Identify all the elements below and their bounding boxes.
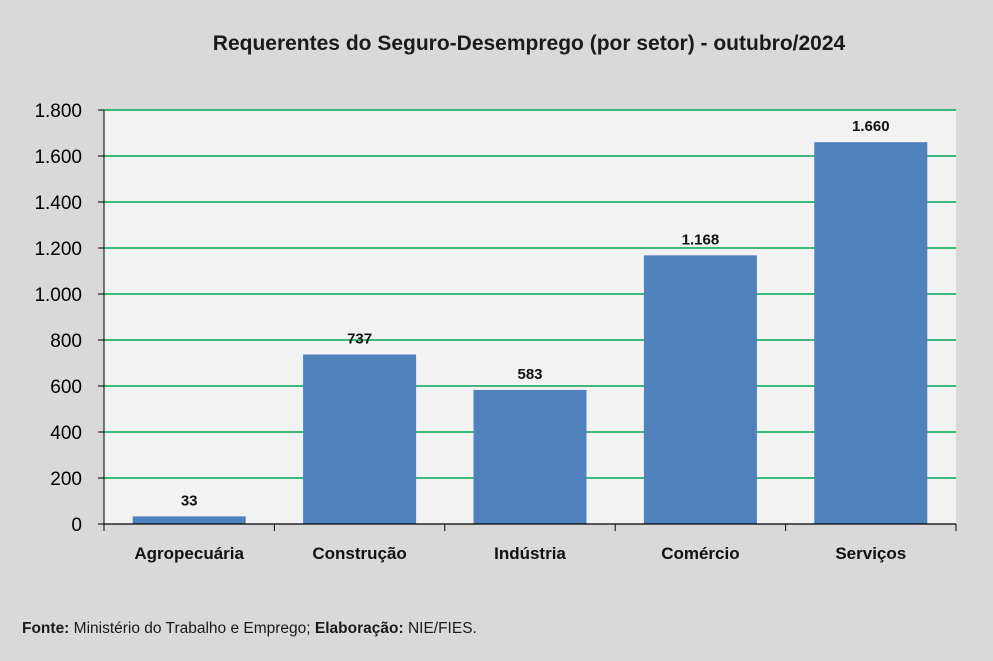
y-tick-label: 0 — [71, 515, 82, 536]
x-tick-label: Construção — [312, 544, 406, 563]
x-tick-label: Serviços — [835, 544, 906, 563]
y-tick-label: 600 — [50, 377, 82, 398]
source-note: Fonte: Ministério do Trabalho e Emprego;… — [22, 620, 477, 638]
bar — [814, 142, 928, 524]
bar — [643, 255, 757, 525]
x-tick-label: Comércio — [661, 544, 739, 563]
y-tick-label: 800 — [50, 331, 82, 352]
axes — [98, 109, 957, 531]
data-label: 33 — [181, 492, 198, 509]
elaboration-text: NIE/FIES. — [403, 620, 477, 637]
x-axis-ticks: Agropecuária Construção Indústria Comércio S… — [134, 544, 906, 563]
data-label: 1.168 — [682, 231, 720, 248]
data-label: 1.660 — [852, 118, 890, 135]
bar — [473, 389, 587, 524]
data-labels: 33 737 583 1.168 1.660 — [181, 118, 890, 509]
x-tick-label: Indústria — [494, 544, 566, 563]
x-tick-label: Agropecuária — [134, 544, 244, 563]
y-axis-ticks: 0 200 400 600 800 1.000 1.200 1.400 1.600 1.800 — [34, 101, 82, 536]
data-label: 737 — [347, 330, 372, 347]
data-label: 583 — [517, 366, 542, 383]
bar — [132, 516, 246, 524]
y-tick-label: 1.800 — [34, 101, 82, 122]
y-tick-label: 1.600 — [34, 147, 82, 168]
source-text: Ministério do Trabalho e Emprego; — [69, 620, 315, 637]
y-tick-label: 400 — [50, 423, 82, 444]
bar — [303, 354, 417, 524]
elaboration-label: Elaboração: — [314, 620, 404, 637]
y-tick-label: 1.200 — [34, 239, 82, 260]
y-tick-label: 1.000 — [34, 285, 82, 306]
source-label: Fonte: — [22, 620, 70, 637]
chart-title: Requerentes do Seguro-Desemprego (por se… — [212, 32, 846, 55]
y-tick-label: 200 — [50, 469, 82, 490]
bars — [132, 142, 928, 525]
y-tick-label: 1.400 — [34, 193, 82, 214]
